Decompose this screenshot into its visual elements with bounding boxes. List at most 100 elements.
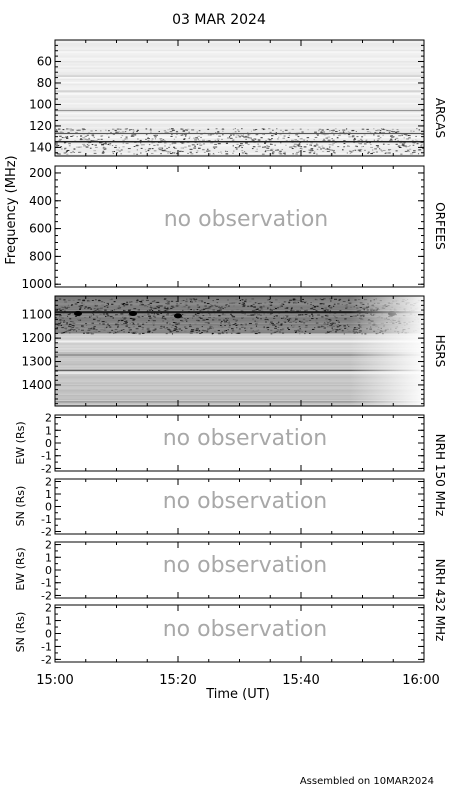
arcas-noise [151,148,154,150]
arcas-noise [377,145,379,147]
arcas-noise [171,128,174,130]
arcas-noise [409,153,413,155]
arcas-band [55,64,424,66]
arcas-noise [232,128,235,130]
arcas-noise [59,131,63,133]
arcas-noise [420,144,423,146]
arcas-noise [406,149,409,151]
arcas-noise [168,146,170,148]
arcas-noise [93,150,97,152]
y-axis-label-frequency: Frequency (MHz) [4,155,19,264]
arcas-noise [148,148,152,150]
arcas-noise [197,138,199,140]
arcas-noise [199,144,202,146]
arcas-noise [332,129,335,131]
arcas-noise [55,142,58,144]
arcas-noise [116,128,120,130]
arcas-noise [272,151,275,153]
arcas-noise [379,148,381,150]
arcas-noise [341,149,344,151]
arcas-noise [250,130,252,132]
arcas-noise [62,129,65,131]
y-tick-label: 200 [29,166,52,180]
arcas-noise [82,137,86,139]
arcas-band [55,67,424,69]
arcas-noise [235,136,238,138]
arcas-noise [124,128,127,130]
arcas-noise [289,146,292,148]
arcas-noise [288,134,291,136]
arcas-noise [85,146,89,148]
arcas-noise [118,147,120,149]
y-tick-label: 1400 [21,378,52,392]
arcas-noise [105,129,107,131]
arcas-noise [215,128,218,130]
arcas-noise [169,153,173,155]
arcas-noise [261,128,265,130]
arcas-band [55,54,424,57]
arcas-band [55,65,424,68]
arcas-noise [82,130,84,132]
y-tick-label: 0 [45,437,52,450]
arcas-noise [217,143,221,145]
arcas-noise [262,129,265,131]
arcas-noise [322,150,325,152]
arcas-noise [383,129,387,131]
arcas-noise [87,142,90,144]
arcas-noise [130,135,134,137]
y-tick-label: -1 [41,513,52,526]
arcas-noise [91,144,94,146]
arcas-noise [415,135,417,137]
arcas-noise [303,146,307,148]
arcas-noise [308,149,311,151]
arcas-noise [91,134,95,136]
arcas-noise [238,146,240,148]
arcas-noise [262,146,266,148]
arcas-noise [93,136,96,138]
arcas-noise [418,149,422,151]
arcas-noise [377,135,380,137]
y-tick-label: -1 [41,577,52,590]
arcas-noise [116,149,119,151]
arcas-noise [114,145,118,147]
no-observation-nrh150-ew: no observation [163,426,328,451]
arcas-noise [389,139,393,141]
arcas-noise [206,150,209,152]
arcas-noise [233,150,235,152]
arcas-noise [313,139,315,141]
arcas-noise [367,151,370,153]
arcas-noise [207,150,211,152]
y-tick-label: 1100 [21,308,52,322]
arcas-noise [76,129,79,131]
arcas-noise [406,138,409,140]
arcas-noise [387,130,391,132]
arcas-noise [163,150,165,152]
arcas-noise [262,133,265,135]
arcas-noise [272,152,274,154]
arcas-noise [412,144,415,146]
arcas-noise [243,136,246,138]
arcas-noise [380,128,383,130]
arcas-noise [108,136,110,138]
arcas-noise [221,128,225,130]
arcas-noise [185,133,188,135]
arcas-noise [404,150,408,152]
y-tick-label: 800 [29,249,52,263]
arcas-noise [417,153,420,155]
arcas-noise [299,128,302,130]
arcas-noise [133,134,137,136]
arcas-noise [169,128,171,130]
arcas-noise [217,140,219,142]
arcas-noise [395,150,398,152]
arcas-noise [326,148,329,150]
arcas-noise [176,130,178,132]
arcas-noise [412,152,414,154]
arcas-noise [173,138,175,140]
arcas-noise [339,132,342,134]
arcas-noise [349,152,352,154]
arcas-noise [265,150,267,152]
arcas-noise [401,144,404,146]
arcas-noise [127,148,131,150]
arcas-noise [253,138,257,140]
arcas-noise [306,140,308,142]
